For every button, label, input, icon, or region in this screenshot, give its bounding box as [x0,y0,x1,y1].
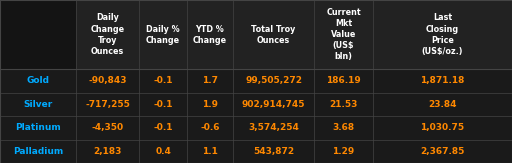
Bar [0,116,512,140]
Bar [0,69,512,93]
Text: 21.53: 21.53 [329,100,358,109]
Text: -717,255: -717,255 [85,100,130,109]
Text: YTD %
Change: YTD % Change [193,25,227,45]
Text: 1.9: 1.9 [202,100,218,109]
Text: 3,574,254: 3,574,254 [248,123,299,132]
Text: 3.68: 3.68 [332,123,355,132]
Bar [0,0,76,69]
Text: Total Troy
Ounces: Total Troy Ounces [251,25,296,45]
Text: 0.4: 0.4 [155,147,171,156]
Text: -0.1: -0.1 [153,123,173,132]
Text: Platinum: Platinum [15,123,61,132]
Text: -4,350: -4,350 [92,123,123,132]
Bar [139,0,187,69]
Text: Silver: Silver [23,100,53,109]
Text: Palladium: Palladium [13,147,63,156]
Text: 23.84: 23.84 [428,100,457,109]
Text: 99,505,272: 99,505,272 [245,76,302,85]
Text: Last
Closing
Price
(US$/oz.): Last Closing Price (US$/oz.) [421,14,463,56]
Text: Daily
Change
Troy
Ounces: Daily Change Troy Ounces [91,14,124,56]
Bar [0,140,512,163]
Bar [0,93,512,116]
Bar [314,0,373,69]
Text: Gold: Gold [27,76,49,85]
Text: -0.1: -0.1 [153,100,173,109]
Text: 2,367.85: 2,367.85 [420,147,464,156]
Text: 902,914,745: 902,914,745 [242,100,306,109]
Text: Daily %
Change: Daily % Change [146,25,180,45]
Text: 1.29: 1.29 [332,147,355,156]
Text: 186.19: 186.19 [326,76,361,85]
Text: 1.1: 1.1 [202,147,218,156]
Bar [76,0,139,69]
Text: Current
Mkt
Value
(US$
bln): Current Mkt Value (US$ bln) [326,8,361,61]
Text: -90,843: -90,843 [88,76,127,85]
Text: 2,183: 2,183 [93,147,122,156]
Text: -0.1: -0.1 [153,76,173,85]
Text: 1,030.75: 1,030.75 [420,123,464,132]
Text: 1,871.18: 1,871.18 [420,76,464,85]
Bar [187,0,233,69]
Text: -0.6: -0.6 [200,123,220,132]
Text: 1.7: 1.7 [202,76,218,85]
Bar [233,0,314,69]
Text: 543,872: 543,872 [253,147,294,156]
Bar [373,0,512,69]
